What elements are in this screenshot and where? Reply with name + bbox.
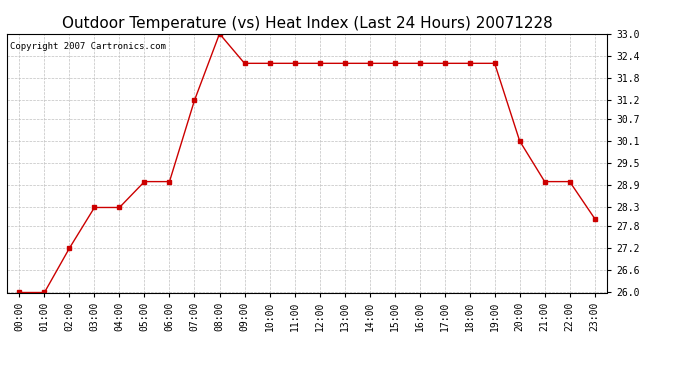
Title: Outdoor Temperature (vs) Heat Index (Last 24 Hours) 20071228: Outdoor Temperature (vs) Heat Index (Las… xyxy=(61,16,553,31)
Text: Copyright 2007 Cartronics.com: Copyright 2007 Cartronics.com xyxy=(10,42,166,51)
